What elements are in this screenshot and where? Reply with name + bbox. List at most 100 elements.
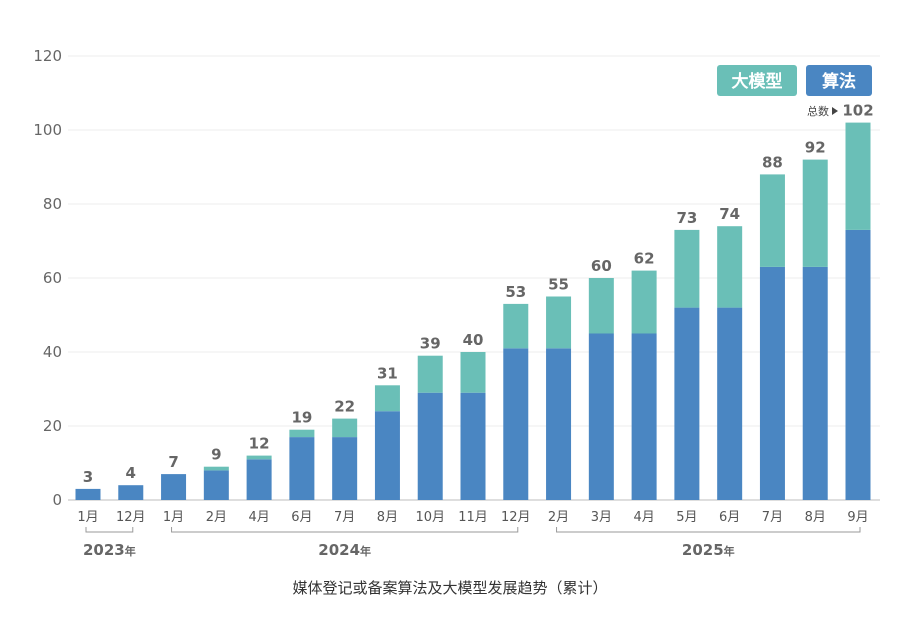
bar-segment-large-model [588,278,614,334]
bar-segment-large-model [631,270,657,334]
total-labels: 3 4 7 9 12 19 22 31 39 40 53 55 60 62 73 74 88 92 102 [83,102,874,486]
bars [75,122,871,500]
x-tick-label: 5月 [676,510,697,525]
x-tick-label: 1月 [163,510,184,525]
x-tick-label: 12月 [501,510,531,525]
bar-total-label: 73 [676,209,697,227]
chart-caption: 媒体登记或备案算法及大模型发展趋势（累计） [292,579,607,597]
bar-segment-algorithm [289,437,315,500]
year-groups: 2023年 2024年 2025年 [83,527,861,559]
y-tick-label: 40 [43,343,62,361]
bar-total-label: 88 [762,153,783,171]
x-tick-label: 4月 [633,510,654,525]
bar-segment-algorithm [631,333,657,500]
year-bracket [556,527,861,533]
bar-segment-algorithm [546,348,572,500]
bar-segment-algorithm [717,307,743,500]
bar-total-label: 31 [377,364,398,382]
x-tick-label: 10月 [415,510,445,525]
x-tick-label: 2月 [206,510,227,525]
bar-segment-algorithm [374,411,400,500]
bar-segment-algorithm [417,392,443,500]
bar-segment-large-model [845,122,871,230]
bar-segment-large-model [332,418,358,438]
x-tick-label: 6月 [719,510,740,525]
bar-segment-algorithm [674,307,700,500]
bar-segment-algorithm [118,485,144,500]
year-label: 2023年 [83,541,136,559]
x-tick-label: 12月 [116,510,146,525]
bar-segment-large-model [460,352,486,393]
bar-segment-large-model [717,226,743,308]
bar-segment-algorithm [246,459,272,500]
bar-segment-algorithm [332,437,358,500]
bar-segment-large-model [289,429,315,438]
bar-total-label: 40 [463,331,484,349]
legend-label-algorithm: 算法 [821,71,856,92]
bar-total-label: 102 [842,102,873,120]
year-bracket [85,527,134,533]
y-tick-label: 60 [43,269,62,287]
bar-total-label: 12 [249,435,270,453]
x-tick-label: 7月 [762,510,783,525]
bar-segment-algorithm [845,229,871,500]
bar-segment-large-model [759,174,785,267]
y-tick-label: 80 [43,195,62,213]
bar-segment-algorithm [802,266,828,500]
bar-segment-large-model [802,159,828,267]
bar-total-label: 19 [291,409,312,427]
legend-label-large-model: 大模型 [732,71,783,92]
x-tick-label: 11月 [458,510,488,525]
arrow-right-icon [832,107,838,115]
x-tick-label: 9月 [847,510,868,525]
x-tick-label: 3月 [591,510,612,525]
bar-total-label: 9 [211,446,221,464]
bar-segment-algorithm [503,348,529,500]
y-tick-label: 20 [43,417,62,435]
bar-segment-algorithm [759,266,785,500]
bar-segment-algorithm [75,488,101,500]
legend-swatch-large-model [717,65,797,96]
bar-total-label: 3 [83,468,93,486]
bar-segment-large-model [503,303,529,349]
x-tick-label: 7月 [334,510,355,525]
y-axis: 0 20 40 60 80 100 120 [33,47,62,509]
x-tick-label: 6月 [291,510,312,525]
y-tick-label: 0 [52,491,62,509]
year-bracket [171,527,519,533]
bar-total-label: 4 [126,464,136,482]
x-tick-label: 8月 [805,510,826,525]
bar-total-label: 74 [719,205,740,223]
bar-segment-large-model [674,229,700,308]
bar-segment-large-model [374,385,400,412]
bar-segment-large-model [546,296,572,349]
x-axis: 1月 12月 1月 2月 4月 6月 7月 8月 10月 11月 12月 2月 3月 4月 5月 6月 7月 8月… [77,510,868,525]
y-tick-label: 100 [33,121,62,139]
bar-total-label: 7 [168,453,178,471]
bar-total-label: 60 [591,257,612,275]
bar-segment-algorithm [161,474,187,500]
bar-segment-large-model [246,455,272,460]
legend-swatch-algorithm [806,65,872,96]
x-tick-label: 1月 [77,510,98,525]
x-tick-label: 4月 [248,510,269,525]
x-tick-label: 2月 [548,510,569,525]
year-label: 2024年 [318,541,371,559]
bar-segment-algorithm [588,333,614,500]
bar-total-label: 92 [805,139,826,157]
bar-total-label: 62 [634,250,655,268]
y-tick-label: 120 [33,47,62,65]
bar-segment-large-model [417,355,443,393]
bar-segment-algorithm [460,392,486,500]
year-label: 2025年 [682,541,735,559]
bar-total-label: 39 [420,335,441,353]
legend: 大模型 算法 [717,65,872,96]
bar-total-label: 53 [505,283,526,301]
bar-segment-algorithm [203,470,229,500]
total-annotation: 总数 [807,104,838,118]
bar-total-label: 55 [548,276,569,294]
bar-total-label: 22 [334,398,355,416]
total-annotation-label: 总数 [807,104,829,118]
bar-segment-large-model [203,466,229,471]
